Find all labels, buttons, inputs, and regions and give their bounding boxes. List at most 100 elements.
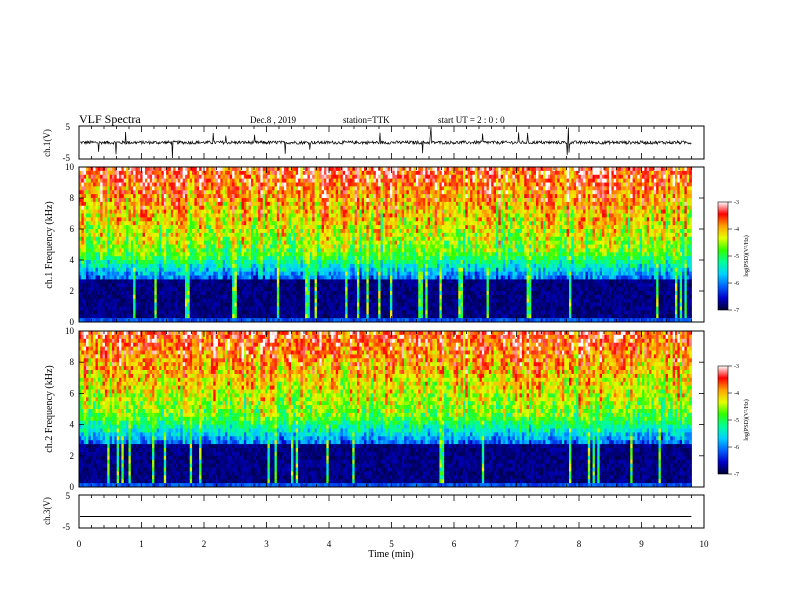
spectrogram-cell bbox=[177, 260, 181, 265]
spectrogram-cell bbox=[250, 174, 254, 180]
spectrogram-cell bbox=[189, 205, 193, 211]
spectrogram-cell bbox=[243, 283, 247, 288]
spectrogram-cell bbox=[149, 263, 153, 269]
spectrogram-cell bbox=[90, 217, 94, 222]
spectrogram-cell bbox=[128, 271, 132, 276]
spectrogram-cell bbox=[227, 186, 231, 191]
spectrogram-cell bbox=[88, 244, 92, 249]
spectrogram-cell bbox=[305, 229, 308, 234]
spectrogram-cell bbox=[333, 287, 337, 292]
spectrogram-cell bbox=[83, 263, 87, 269]
spectrogram-cell bbox=[243, 198, 247, 203]
spectrogram-cell bbox=[352, 221, 356, 226]
spectrogram-cell bbox=[79, 178, 82, 183]
spectrogram-cell bbox=[128, 194, 132, 199]
spectrogram-cell bbox=[116, 263, 120, 269]
spectrogram-cell bbox=[291, 190, 294, 195]
spectrogram-cell bbox=[371, 209, 374, 214]
spectrogram-cell bbox=[126, 225, 129, 230]
spectrogram-cell bbox=[93, 310, 96, 315]
spectrogram-cell bbox=[326, 252, 330, 257]
spectrogram-cell bbox=[144, 306, 148, 311]
spectrogram-cell bbox=[163, 194, 167, 199]
spectrogram-cell bbox=[170, 217, 174, 222]
spectrogram-cell bbox=[331, 256, 334, 261]
spectrogram-cell bbox=[279, 244, 282, 249]
spectrogram-cell bbox=[121, 170, 125, 176]
spectrogram-cell bbox=[147, 190, 151, 195]
spectrogram-cell bbox=[192, 256, 195, 261]
spectrogram-cell bbox=[86, 182, 89, 187]
spectrogram-cell bbox=[100, 225, 103, 230]
spectrogram-cell bbox=[144, 275, 148, 280]
spectrogram-cell bbox=[305, 310, 308, 315]
spectrogram-cell bbox=[215, 267, 219, 273]
spectrogram-cell bbox=[196, 240, 200, 245]
spectrogram-cell bbox=[140, 229, 144, 234]
spectrogram-cell bbox=[130, 310, 134, 315]
spectrogram-cell bbox=[286, 263, 290, 269]
spectrogram-cell bbox=[180, 306, 184, 311]
spectrogram-cell bbox=[137, 232, 141, 238]
spectrogram-cell bbox=[364, 217, 367, 222]
spectrogram-cell bbox=[342, 170, 346, 176]
spectrogram-cell bbox=[239, 201, 242, 207]
spectrogram-cell bbox=[328, 194, 332, 199]
spectrogram-cell bbox=[97, 225, 101, 230]
spectrogram-cell bbox=[217, 244, 221, 249]
spectrogram-cell bbox=[182, 182, 186, 187]
spectrogram-cell bbox=[293, 170, 297, 176]
spectrogram-cell bbox=[354, 306, 358, 311]
spectrogram-cell bbox=[309, 271, 313, 276]
spectrogram-cell bbox=[354, 302, 358, 307]
spectrogram-cell bbox=[248, 240, 252, 245]
spectrogram-cell bbox=[208, 190, 212, 195]
spectrogram-cell bbox=[295, 174, 299, 180]
spectrogram-cell bbox=[295, 167, 299, 172]
spectrogram-cell bbox=[222, 271, 226, 276]
spectrogram-cell bbox=[366, 318, 370, 323]
spectrogram-cell bbox=[163, 217, 167, 222]
spectrogram-cell bbox=[95, 167, 99, 172]
spectrogram-cell bbox=[267, 287, 271, 292]
spectrogram-cell bbox=[288, 283, 292, 288]
spectrogram-cell bbox=[187, 252, 191, 257]
spectrogram-cell bbox=[182, 252, 186, 257]
spectrogram-cell bbox=[104, 186, 108, 191]
spectrogram-cell bbox=[196, 287, 200, 292]
spectrogram-cell bbox=[185, 248, 188, 253]
spectrogram-cell bbox=[177, 256, 181, 261]
spectrogram-cell bbox=[100, 198, 103, 203]
spectrogram-cell bbox=[187, 283, 191, 288]
spectrogram-cell bbox=[175, 244, 179, 249]
spectrogram-cell bbox=[156, 244, 160, 249]
spectrogram-cell bbox=[168, 256, 172, 261]
spectrogram-cell bbox=[119, 314, 122, 319]
spectrogram-cell bbox=[133, 260, 136, 265]
spectrogram-cell bbox=[366, 240, 370, 245]
spectrogram-cell bbox=[102, 291, 106, 296]
spectrogram-cell bbox=[213, 205, 217, 211]
spectrogram-cell bbox=[316, 225, 320, 230]
spectrogram-cell bbox=[154, 318, 158, 323]
spectrogram-cell bbox=[199, 260, 202, 265]
spectrogram-cell bbox=[175, 256, 179, 261]
spectrogram-cell bbox=[206, 182, 209, 187]
spectrogram-cell bbox=[83, 287, 87, 292]
spectrogram-cell bbox=[293, 279, 297, 284]
spectrogram-cell bbox=[347, 201, 351, 207]
spectrogram-cell bbox=[166, 167, 169, 172]
spectrogram-cell bbox=[302, 291, 306, 296]
spectrogram-cell bbox=[152, 287, 155, 292]
spectrogram-cell bbox=[185, 275, 188, 280]
spectrogram-cell bbox=[338, 198, 341, 203]
spectrogram-cell bbox=[328, 283, 332, 288]
spectrogram-cell bbox=[149, 240, 153, 245]
spectrogram-cell bbox=[213, 236, 217, 242]
spectrogram-cell bbox=[137, 244, 141, 249]
spectrogram-cell bbox=[331, 229, 334, 234]
spectrogram-cell bbox=[262, 182, 266, 187]
spectrogram-cell bbox=[170, 252, 174, 257]
spectrogram-cell bbox=[335, 167, 339, 172]
spectrogram-cell bbox=[293, 225, 297, 230]
